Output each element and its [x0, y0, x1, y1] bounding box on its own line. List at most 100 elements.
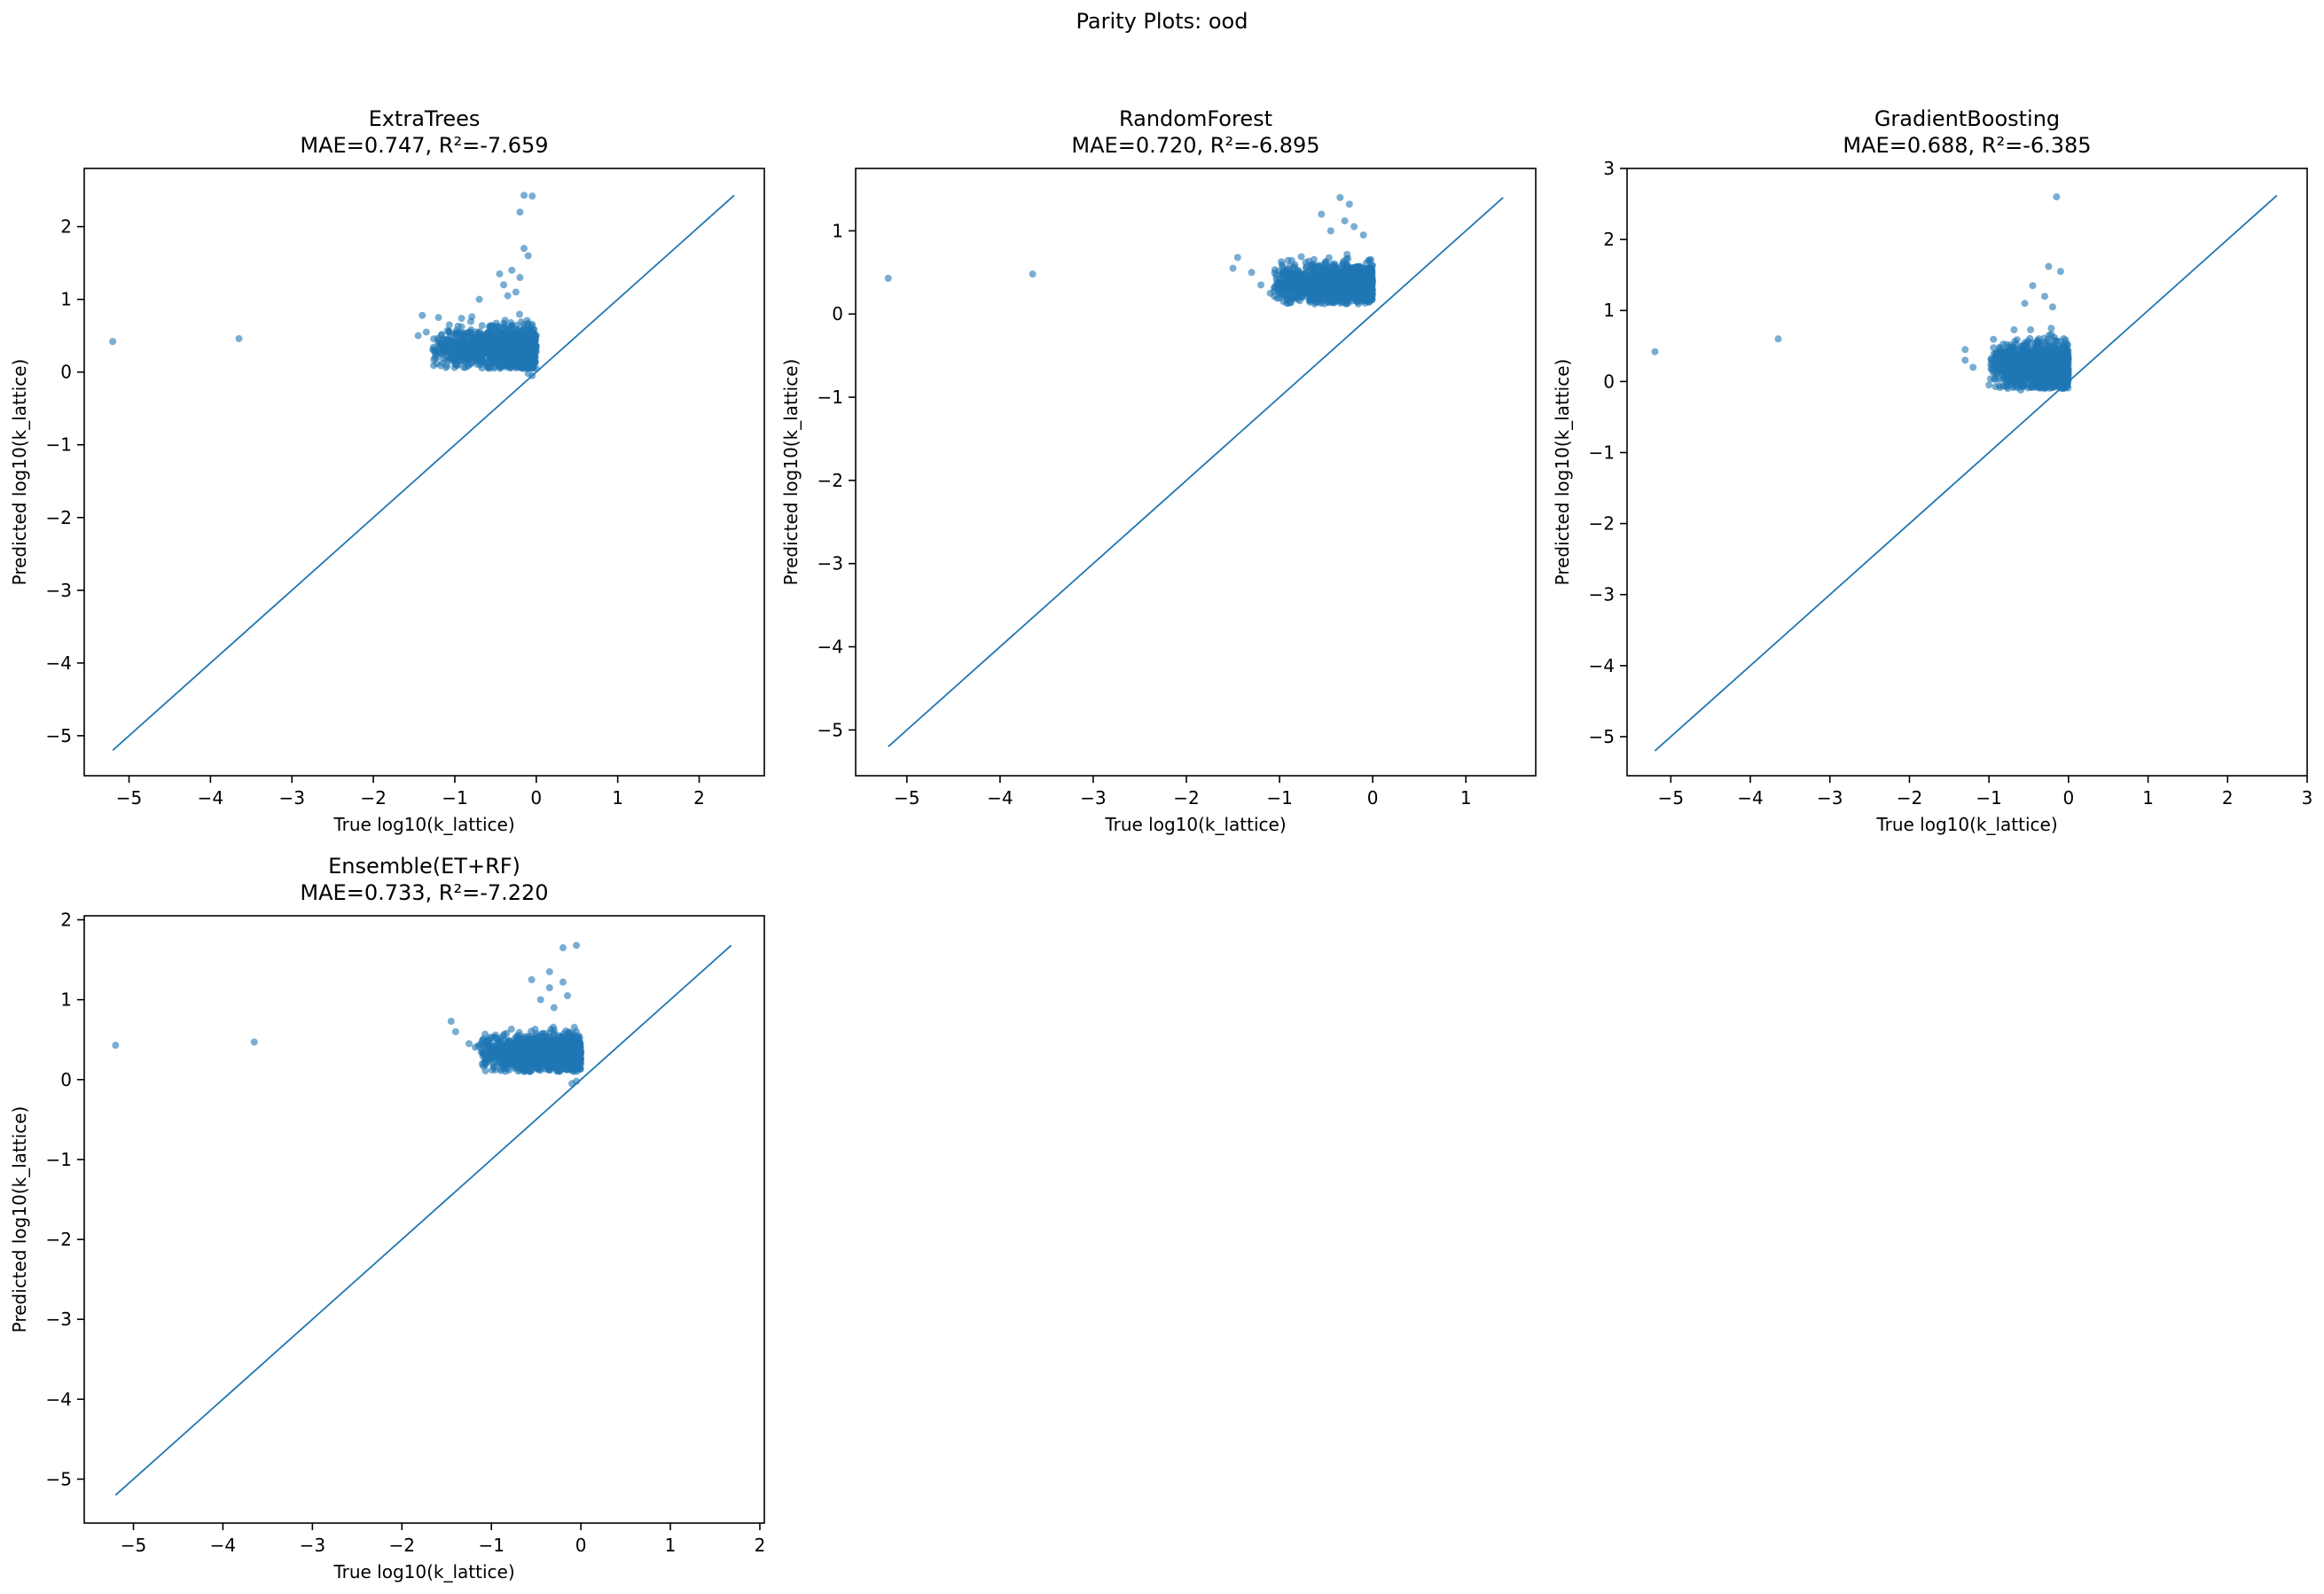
data-point	[2018, 342, 2026, 350]
data-point	[2043, 345, 2051, 353]
data-point	[439, 359, 447, 367]
data-point	[2053, 193, 2061, 201]
data-point	[525, 1048, 533, 1056]
data-point	[486, 347, 494, 355]
data-point	[1330, 264, 1338, 272]
data-point	[2039, 355, 2047, 363]
data-point	[532, 1036, 540, 1044]
data-point	[510, 343, 518, 351]
data-point	[1349, 283, 1357, 291]
data-point	[507, 350, 515, 358]
data-point	[575, 1040, 583, 1048]
data-point	[1313, 285, 1321, 293]
data-point	[2057, 363, 2065, 371]
data-point	[473, 336, 481, 344]
data-point	[461, 357, 469, 365]
data-point	[1318, 271, 1326, 279]
data-point	[2056, 367, 2064, 375]
data-point	[1335, 283, 1343, 291]
data-point	[1305, 266, 1313, 274]
data-point	[1987, 355, 1995, 363]
data-point	[491, 324, 499, 332]
data-point	[1333, 295, 1341, 303]
data-point	[1340, 265, 1348, 273]
data-point	[467, 359, 475, 367]
data-point	[1327, 268, 1335, 276]
data-point	[1333, 283, 1341, 291]
data-point	[1335, 270, 1343, 277]
data-point	[495, 348, 503, 356]
data-point	[2014, 358, 2022, 366]
data-point	[1311, 264, 1318, 272]
data-point	[1321, 278, 1329, 286]
data-point	[516, 208, 524, 216]
data-point	[2060, 361, 2068, 369]
data-point	[505, 344, 513, 352]
data-point	[567, 1042, 575, 1050]
data-point	[2035, 363, 2043, 371]
data-point	[528, 1028, 536, 1035]
data-point	[508, 356, 516, 364]
data-point	[519, 362, 527, 370]
data-point	[1327, 289, 1335, 297]
data-point	[575, 1051, 583, 1059]
data-point	[2006, 363, 2014, 371]
data-point	[2046, 367, 2054, 375]
data-point	[2055, 355, 2063, 363]
data-point	[2052, 337, 2060, 345]
data-point	[1352, 274, 1360, 282]
data-point	[1347, 284, 1355, 292]
data-point	[1319, 270, 1327, 277]
data-point	[1367, 281, 1375, 289]
data-point	[2015, 350, 2023, 358]
data-point	[2059, 359, 2067, 367]
data-point	[1352, 277, 1360, 285]
data-point	[1342, 300, 1350, 308]
data-point	[1363, 279, 1371, 287]
data-point	[2023, 344, 2031, 352]
data-point	[2034, 338, 2042, 346]
data-point	[523, 356, 531, 363]
data-point	[2025, 358, 2033, 366]
data-point	[480, 348, 488, 356]
data-point	[505, 343, 513, 351]
data-point	[2062, 370, 2070, 378]
data-point	[526, 340, 534, 348]
data-point	[529, 361, 537, 369]
data-point	[489, 347, 497, 355]
data-point	[1366, 281, 1374, 289]
data-point	[510, 361, 518, 369]
data-point	[2009, 345, 2017, 353]
data-point	[523, 352, 531, 360]
data-point	[2032, 376, 2040, 384]
data-point	[485, 338, 493, 346]
data-point	[494, 356, 502, 363]
data-point	[1314, 287, 1322, 295]
data-point	[2050, 336, 2058, 344]
data-point	[2054, 356, 2062, 364]
data-point	[485, 363, 493, 371]
data-point	[422, 328, 430, 336]
data-point	[1274, 283, 1282, 291]
data-point	[568, 1061, 576, 1069]
data-point	[2036, 382, 2044, 390]
data-point	[2050, 368, 2058, 376]
data-point	[2037, 363, 2045, 371]
data-point	[1303, 271, 1311, 279]
data-point	[1357, 287, 1365, 295]
data-point	[521, 350, 529, 358]
data-point	[1333, 283, 1341, 291]
data-point	[2060, 379, 2068, 387]
data-point	[2038, 361, 2046, 369]
data-point	[2046, 354, 2054, 362]
data-point	[2064, 355, 2072, 363]
data-point	[1999, 356, 2007, 364]
data-point	[575, 1050, 583, 1058]
data-point	[1329, 293, 1337, 301]
data-point	[481, 341, 489, 349]
data-point	[2032, 361, 2040, 369]
data-point	[1358, 281, 1366, 289]
data-point	[457, 332, 465, 340]
data-point	[477, 354, 485, 362]
